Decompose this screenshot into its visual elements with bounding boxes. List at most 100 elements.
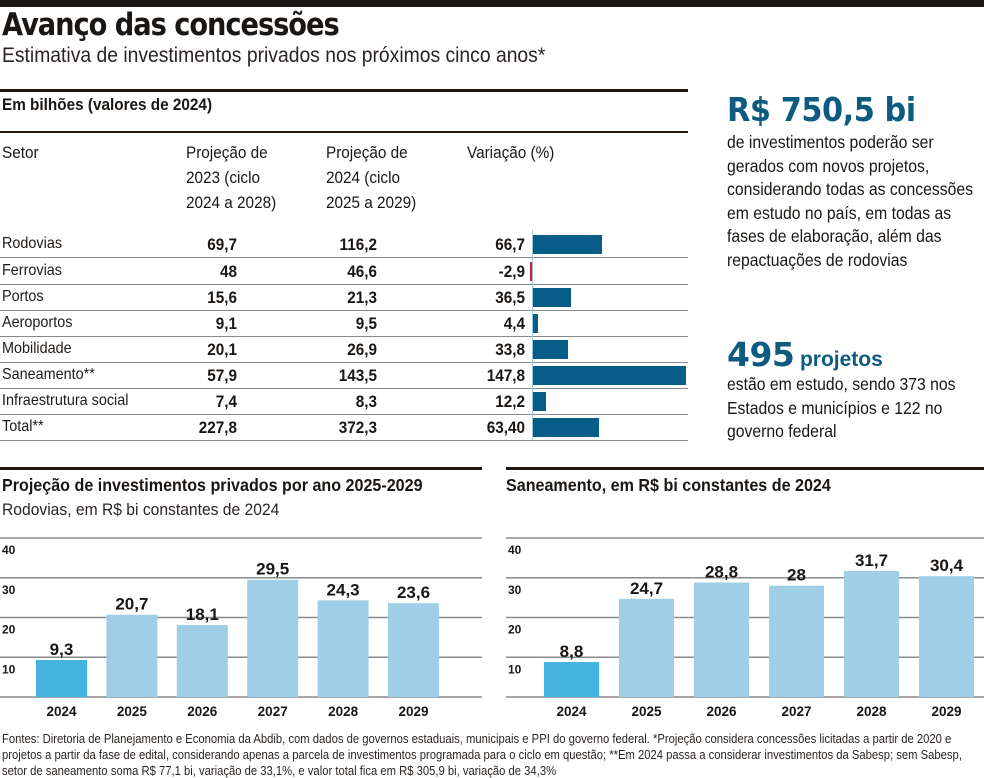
- variation-bar: [533, 235, 603, 254]
- variation-zero-axis: [532, 230, 533, 440]
- bar-value-label: 28,8: [705, 563, 738, 582]
- column-header-variation: Variação (%): [467, 143, 555, 162]
- x-tick-label: 2026: [187, 704, 218, 719]
- projects-word: projetos: [799, 348, 883, 371]
- chart1-subtitle: Rodovias, em R$ bi constantes de 2024: [2, 500, 280, 519]
- bar: [844, 570, 899, 697]
- bar: [919, 576, 974, 697]
- projects-description: estão em estudo, sendo 373 nos Estados e…: [727, 374, 956, 441]
- row-proj2023: 9,1: [215, 314, 237, 333]
- x-tick-label: 2026: [706, 704, 737, 719]
- bar: [317, 600, 369, 697]
- x-tick-label: 2025: [631, 704, 662, 719]
- row-sector: Saneamento**: [2, 366, 95, 383]
- footnote-sources: Fontes: Diretoria de Planejamento e Econ…: [2, 732, 962, 778]
- bar: [544, 662, 599, 697]
- column-header-line: 2024 (ciclo: [326, 168, 400, 187]
- chart1-title: Projeção de investimentos privados por a…: [2, 475, 423, 495]
- total-investment-description: de investimentos poderão ser gerados com…: [727, 132, 974, 270]
- bar-value-label: 28: [787, 566, 806, 585]
- x-tick-label: 2028: [856, 704, 887, 719]
- bar-value-label: 30,4: [930, 556, 964, 575]
- y-tick-label: 10: [508, 662, 522, 676]
- y-tick-label: 40: [508, 543, 522, 557]
- row-proj2023: 48: [219, 262, 237, 281]
- row-sector: Infraestrutura social: [2, 392, 129, 409]
- bar: [106, 614, 158, 697]
- table-top-rule: [0, 89, 688, 92]
- table-row: Infraestrutura social 7,4 8,3 12,2: [0, 389, 688, 415]
- row-sector: Total**: [2, 418, 44, 435]
- column-header-line: Projeção de: [186, 143, 268, 162]
- chart1-top-rule: [0, 467, 482, 470]
- row-variation: 33,8: [495, 340, 525, 359]
- variation-bar: [533, 288, 571, 307]
- bar-value-label: 23,6: [397, 583, 430, 602]
- bar: [36, 660, 87, 697]
- bar: [694, 582, 749, 697]
- table-row: Aeroportos 9,1 9,5 4,4: [0, 311, 688, 337]
- row-proj2023: 227,8: [198, 418, 237, 437]
- row-proj2023: 20,1: [207, 340, 237, 359]
- column-header-line: Projeção de: [326, 143, 408, 162]
- column-header-line: 2023 (ciclo: [186, 168, 260, 187]
- row-sector: Mobilidade: [2, 340, 72, 357]
- row-variation: 147,8: [486, 366, 525, 385]
- x-tick-label: 2027: [258, 704, 288, 719]
- row-variation: 12,2: [495, 392, 525, 411]
- x-tick-label: 2027: [781, 704, 811, 719]
- table-row: Saneamento** 57,9 143,5 147,8: [0, 363, 688, 389]
- chart2-title: Saneamento, em R$ bi constantes de 2024: [506, 475, 831, 495]
- column-header-sector: Setor: [2, 143, 39, 162]
- bar: [769, 585, 824, 697]
- row-variation: 63,40: [486, 418, 525, 437]
- bar: [619, 598, 674, 697]
- x-tick-label: 2024: [46, 704, 77, 719]
- chart2-saneamento: 10 20 30 40 8,8 2024 24,7 2025 28,8 2026 28 2027 31,…: [506, 537, 984, 719]
- y-tick-label: 30: [508, 583, 522, 597]
- row-sector: Portos: [2, 288, 44, 305]
- bar: [247, 579, 299, 697]
- bar: [176, 625, 228, 697]
- row-sector: Ferrovias: [2, 262, 63, 279]
- table-row: Portos 15,6 21,3 36,5: [0, 285, 688, 311]
- page-subtitle: Estimativa de investimentos privados nos…: [2, 44, 546, 67]
- y-tick-label: 10: [2, 662, 16, 676]
- table-row: Rodovias 69,7 116,2 66,7: [0, 232, 688, 258]
- variation-bar: [533, 314, 538, 333]
- bar-value-label: 8,8: [560, 642, 584, 661]
- row-proj2024: 26,9: [347, 340, 377, 359]
- x-tick-label: 2029: [398, 704, 428, 719]
- row-proj2024: 143,5: [338, 366, 377, 385]
- x-tick-label: 2025: [117, 704, 148, 719]
- bar: [388, 603, 439, 697]
- top-bar: [0, 0, 984, 7]
- bar-value-label: 24,7: [630, 579, 663, 598]
- row-proj2024: 46,6: [347, 262, 377, 281]
- variation-bar: [533, 366, 686, 385]
- y-tick-label: 30: [2, 583, 16, 597]
- table-row: Total** 227,8 372,3 63,40: [0, 415, 688, 441]
- row-proj2023: 69,7: [207, 235, 237, 254]
- row-proj2023: 57,9: [207, 366, 237, 385]
- row-sector: Rodovias: [2, 235, 63, 252]
- row-variation: -2,9: [498, 262, 525, 281]
- bar-value-label: 29,5: [256, 560, 289, 579]
- column-header-proj2023: Projeção de 2023 (ciclo 2024 a 2028): [186, 140, 276, 215]
- page-title: Avanço das concessões: [2, 7, 340, 43]
- table-row: Mobilidade 20,1 26,9 33,8: [0, 337, 688, 363]
- row-proj2024: 116,2: [339, 235, 377, 254]
- x-tick-label: 2029: [931, 704, 961, 719]
- table-caption: Em bilhões (valores de 2024): [2, 95, 213, 114]
- row-variation: 36,5: [495, 288, 525, 307]
- row-proj2023: 7,4: [215, 392, 237, 411]
- bar-value-label: 24,3: [327, 580, 360, 599]
- projects-number: 495: [727, 335, 795, 374]
- variation-bar: [533, 418, 599, 437]
- variation-bar: [533, 340, 568, 359]
- bar-value-label: 9,3: [50, 640, 74, 659]
- column-header-line: 2025 a 2029): [326, 193, 417, 212]
- row-proj2024: 21,3: [347, 288, 377, 307]
- total-investment-amount: R$ 750,5 bi: [727, 90, 916, 129]
- row-sector: Aeroportos: [2, 314, 73, 331]
